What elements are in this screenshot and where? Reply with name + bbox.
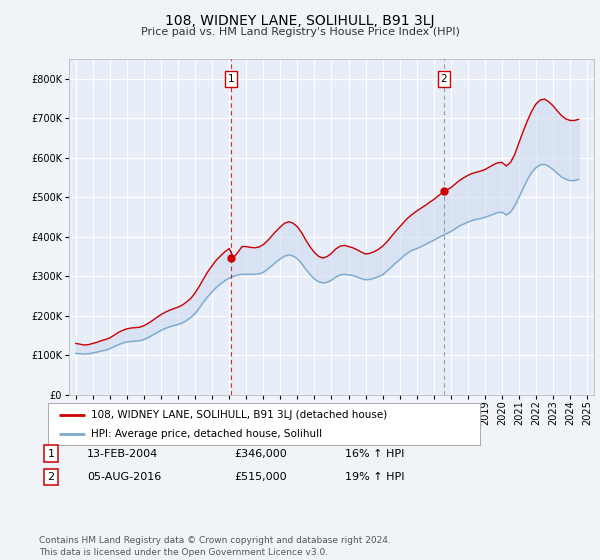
Text: 13-FEB-2004: 13-FEB-2004 <box>87 449 158 459</box>
Text: Contains HM Land Registry data © Crown copyright and database right 2024.
This d: Contains HM Land Registry data © Crown c… <box>39 536 391 557</box>
Text: 108, WIDNEY LANE, SOLIHULL, B91 3LJ: 108, WIDNEY LANE, SOLIHULL, B91 3LJ <box>165 14 435 28</box>
Text: £515,000: £515,000 <box>234 472 287 482</box>
Text: 1: 1 <box>47 449 55 459</box>
Text: 19% ↑ HPI: 19% ↑ HPI <box>345 472 404 482</box>
Text: 2: 2 <box>47 472 55 482</box>
Text: 16% ↑ HPI: 16% ↑ HPI <box>345 449 404 459</box>
Text: Price paid vs. HM Land Registry's House Price Index (HPI): Price paid vs. HM Land Registry's House … <box>140 27 460 37</box>
Text: £346,000: £346,000 <box>234 449 287 459</box>
Text: HPI: Average price, detached house, Solihull: HPI: Average price, detached house, Soli… <box>91 429 322 439</box>
Text: 1: 1 <box>228 74 235 84</box>
Text: 108, WIDNEY LANE, SOLIHULL, B91 3LJ (detached house): 108, WIDNEY LANE, SOLIHULL, B91 3LJ (det… <box>91 409 388 419</box>
Text: 05-AUG-2016: 05-AUG-2016 <box>87 472 161 482</box>
Text: 2: 2 <box>440 74 447 84</box>
